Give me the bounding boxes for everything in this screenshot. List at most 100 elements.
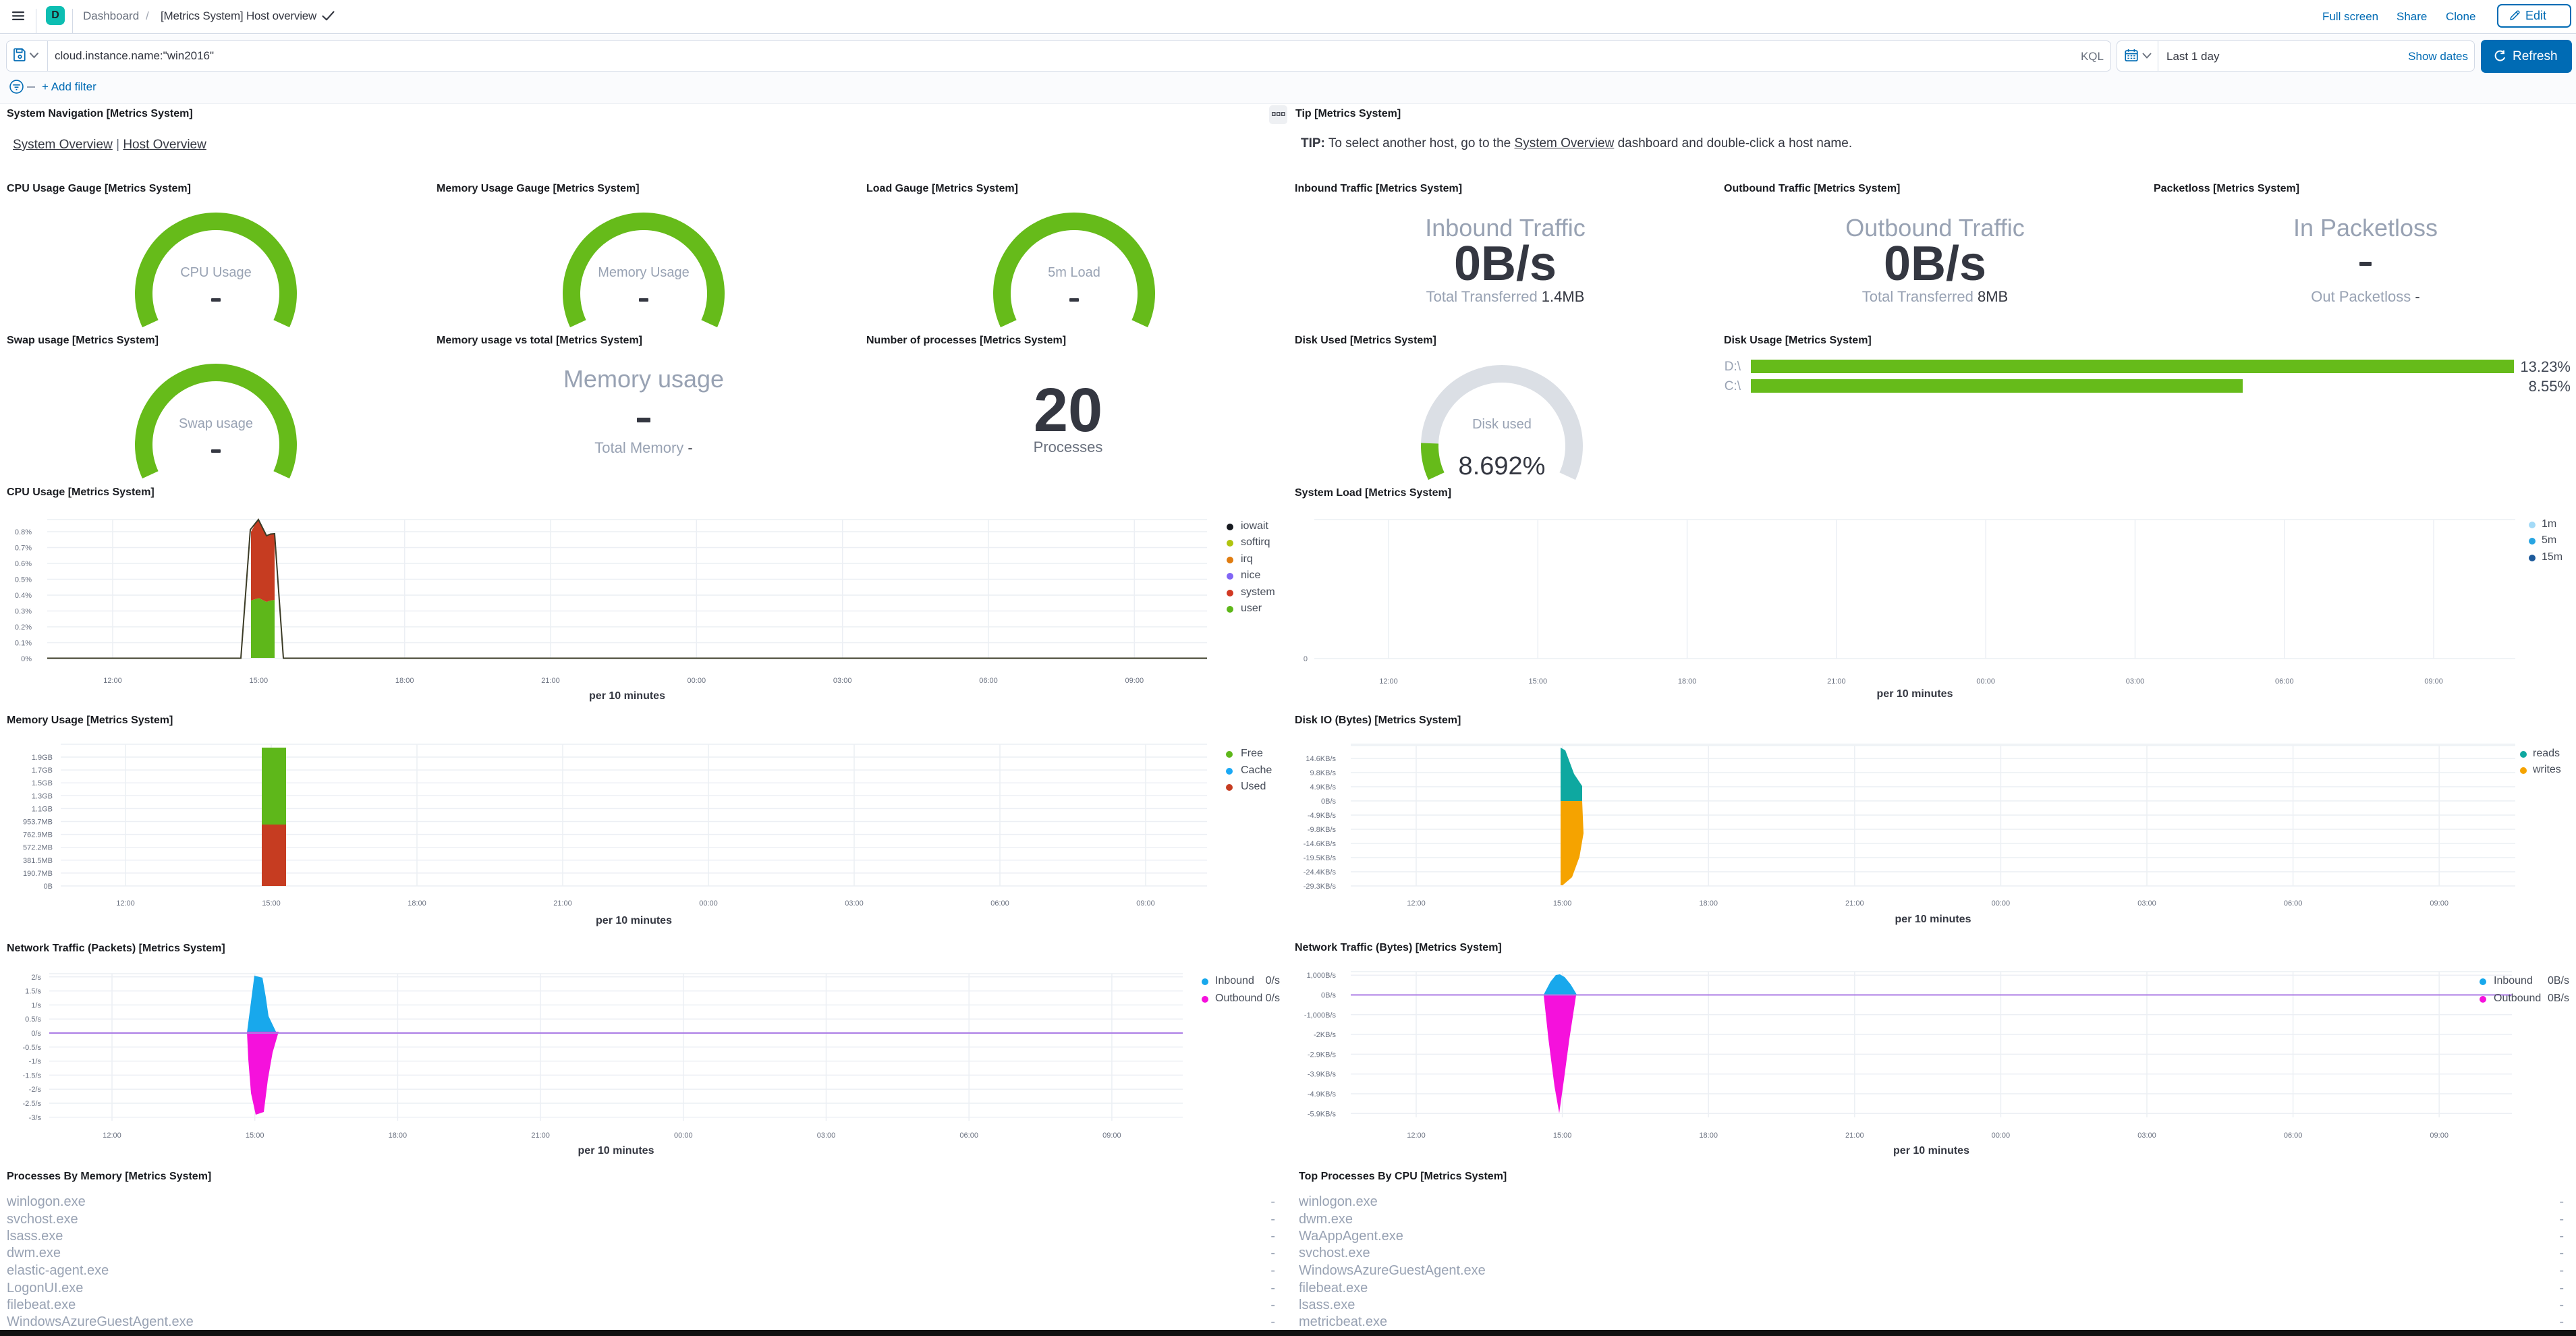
svg-text:06:00: 06:00	[2284, 1132, 2303, 1140]
svg-text:12:00: 12:00	[1407, 1132, 1426, 1140]
svg-text:-3.9KB/s: -3.9KB/s	[1308, 1071, 1337, 1079]
svg-text:12:00: 12:00	[103, 1132, 121, 1140]
svg-text:-1/s: -1/s	[29, 1058, 42, 1066]
svg-text:18:00: 18:00	[1699, 899, 1718, 908]
svg-text:-19.5KB/s: -19.5KB/s	[1304, 854, 1337, 862]
svg-text:03:00: 03:00	[817, 1132, 836, 1140]
svg-text:00:00: 00:00	[1992, 1132, 2011, 1140]
svg-text:15:00: 15:00	[1529, 677, 1548, 686]
svg-text:03:00: 03:00	[833, 677, 852, 685]
svg-text:0.5/s: 0.5/s	[25, 1015, 41, 1024]
svg-text:-2.5/s: -2.5/s	[22, 1100, 41, 1108]
svg-text:18:00: 18:00	[408, 899, 426, 908]
svg-text:15:00: 15:00	[262, 899, 281, 908]
svg-text:0: 0	[1304, 655, 1308, 663]
svg-text:0.7%: 0.7%	[15, 545, 32, 553]
svg-text:06:00: 06:00	[979, 677, 998, 685]
svg-text:0.3%: 0.3%	[15, 608, 32, 616]
svg-text:190.7MB: 190.7MB	[23, 870, 53, 878]
svg-text:1.5/s: 1.5/s	[25, 988, 41, 996]
svg-text:-2/s: -2/s	[29, 1086, 42, 1094]
svg-text:0B/s: 0B/s	[1321, 992, 1337, 1000]
svg-text:per 10 minutes: per 10 minutes	[1877, 688, 1953, 700]
svg-text:21:00: 21:00	[1845, 1132, 1864, 1140]
svg-text:00:00: 00:00	[1992, 899, 2011, 908]
svg-text:1/s: 1/s	[31, 1001, 41, 1009]
svg-text:1.3GB: 1.3GB	[32, 792, 53, 800]
svg-text:1.1GB: 1.1GB	[32, 805, 53, 813]
svg-text:762.9MB: 762.9MB	[23, 831, 53, 839]
svg-text:953.7MB: 953.7MB	[23, 818, 53, 827]
svg-text:-1.5/s: -1.5/s	[22, 1071, 41, 1080]
svg-text:14.6KB/s: 14.6KB/s	[1306, 755, 1336, 763]
svg-text:09:00: 09:00	[2430, 899, 2448, 908]
svg-text:-4.9KB/s: -4.9KB/s	[1308, 812, 1337, 820]
svg-text:03:00: 03:00	[2137, 1132, 2156, 1140]
svg-text:per 10 minutes: per 10 minutes	[596, 915, 672, 926]
svg-text:18:00: 18:00	[395, 677, 414, 685]
svg-text:-9.8KB/s: -9.8KB/s	[1308, 826, 1337, 834]
svg-text:0B: 0B	[44, 883, 53, 891]
svg-text:09:00: 09:00	[2424, 677, 2443, 686]
svg-text:572.2MB: 572.2MB	[23, 844, 53, 852]
svg-text:06:00: 06:00	[2284, 899, 2303, 908]
svg-text:9.8KB/s: 9.8KB/s	[1310, 769, 1336, 777]
svg-text:03:00: 03:00	[845, 899, 864, 908]
svg-text:0%: 0%	[21, 655, 32, 663]
svg-text:03:00: 03:00	[2126, 677, 2145, 686]
svg-text:-24.4KB/s: -24.4KB/s	[1304, 868, 1337, 876]
svg-text:-4.9KB/s: -4.9KB/s	[1308, 1090, 1337, 1098]
svg-text:per 10 minutes: per 10 minutes	[589, 690, 665, 702]
svg-text:03:00: 03:00	[2137, 899, 2156, 908]
svg-text:-2.9KB/s: -2.9KB/s	[1308, 1051, 1337, 1059]
svg-text:0/s: 0/s	[31, 1030, 41, 1038]
svg-text:09:00: 09:00	[1102, 1132, 1121, 1140]
svg-text:00:00: 00:00	[1976, 677, 1995, 686]
svg-text:12:00: 12:00	[1379, 677, 1398, 686]
svg-text:0.1%: 0.1%	[15, 640, 32, 648]
svg-text:381.5MB: 381.5MB	[23, 857, 53, 865]
svg-text:0.5%: 0.5%	[15, 576, 32, 584]
svg-text:06:00: 06:00	[959, 1132, 978, 1140]
svg-text:0.4%: 0.4%	[15, 592, 32, 600]
svg-text:06:00: 06:00	[2275, 677, 2294, 686]
svg-text:12:00: 12:00	[116, 899, 135, 908]
svg-text:-14.6KB/s: -14.6KB/s	[1304, 840, 1337, 848]
svg-text:per 10 minutes: per 10 minutes	[578, 1145, 654, 1157]
svg-text:-2KB/s: -2KB/s	[1314, 1031, 1337, 1039]
svg-text:1.7GB: 1.7GB	[32, 767, 53, 775]
svg-text:21:00: 21:00	[541, 677, 560, 685]
svg-text:1,000B/s: 1,000B/s	[1307, 972, 1337, 980]
svg-text:12:00: 12:00	[103, 677, 122, 685]
svg-text:21:00: 21:00	[531, 1132, 550, 1140]
svg-text:06:00: 06:00	[990, 899, 1009, 908]
svg-text:per 10 minutes: per 10 minutes	[1893, 1145, 1969, 1157]
svg-text:18:00: 18:00	[1699, 1132, 1718, 1140]
svg-text:-5.9KB/s: -5.9KB/s	[1308, 1110, 1337, 1118]
svg-text:15:00: 15:00	[1553, 899, 1572, 908]
svg-text:12:00: 12:00	[1407, 899, 1426, 908]
svg-text:-1,000B/s: -1,000B/s	[1304, 1011, 1337, 1020]
svg-text:18:00: 18:00	[1678, 677, 1697, 686]
svg-text:1.5GB: 1.5GB	[32, 779, 53, 787]
svg-text:0.2%: 0.2%	[15, 623, 32, 632]
svg-text:15:00: 15:00	[246, 1132, 264, 1140]
svg-text:15:00: 15:00	[250, 677, 269, 685]
svg-text:-29.3KB/s: -29.3KB/s	[1304, 883, 1337, 891]
svg-text:00:00: 00:00	[688, 677, 706, 685]
svg-text:0B/s: 0B/s	[1321, 798, 1337, 806]
svg-text:0.6%: 0.6%	[15, 560, 32, 568]
svg-text:15:00: 15:00	[1553, 1132, 1572, 1140]
svg-text:00:00: 00:00	[674, 1132, 693, 1140]
svg-text:2/s: 2/s	[31, 974, 41, 982]
svg-text:1.9GB: 1.9GB	[32, 754, 53, 762]
svg-text:0.8%: 0.8%	[15, 528, 32, 536]
svg-text:21:00: 21:00	[1827, 677, 1846, 686]
svg-text:21:00: 21:00	[1845, 899, 1864, 908]
svg-text:18:00: 18:00	[389, 1132, 408, 1140]
svg-text:09:00: 09:00	[1125, 677, 1144, 685]
svg-text:-3/s: -3/s	[29, 1114, 42, 1122]
svg-text:-0.5/s: -0.5/s	[22, 1044, 41, 1052]
svg-text:09:00: 09:00	[1136, 899, 1155, 908]
svg-text:00:00: 00:00	[699, 899, 718, 908]
